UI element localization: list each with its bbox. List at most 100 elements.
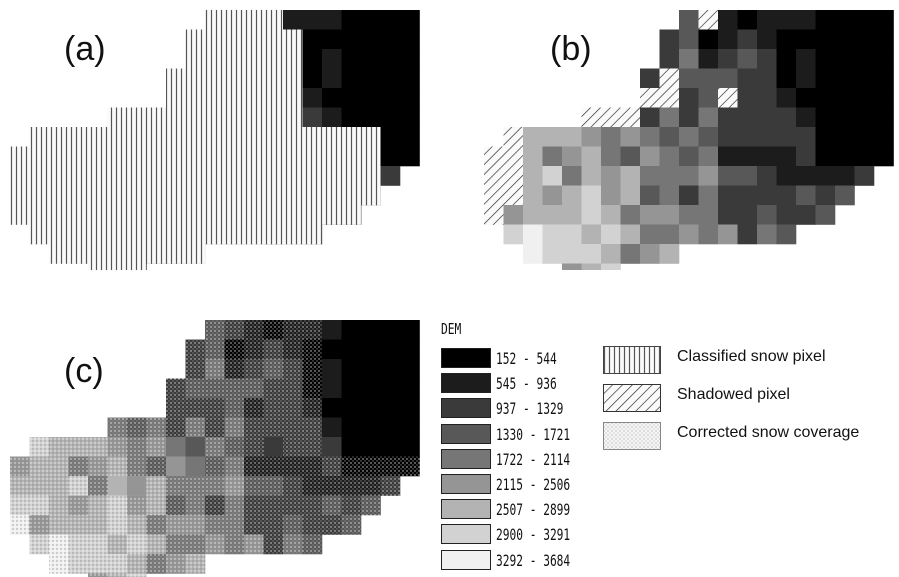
- dem-cell: [854, 49, 875, 69]
- overlay-cell: [88, 437, 108, 457]
- dem-cell: [400, 127, 420, 147]
- overlay-cell: [185, 127, 206, 147]
- overlay-cell: [127, 554, 147, 574]
- overlay-cell: [10, 495, 30, 516]
- overlay-cell: [224, 146, 245, 167]
- overlay-cell: [244, 378, 264, 399]
- dem-swatch: [441, 348, 491, 368]
- dem-cell: [361, 417, 381, 438]
- dem-cell: [815, 185, 836, 206]
- dem-cell: [757, 166, 777, 186]
- overlay-cell: [302, 320, 323, 340]
- dem-cell: [718, 166, 738, 186]
- panel-b-map: (b): [470, 0, 899, 270]
- overlay-cell: [244, 107, 264, 128]
- overlay-cell: [185, 417, 206, 438]
- overlay-cell: [302, 127, 323, 147]
- dem-cell: [659, 205, 680, 225]
- overlay-cell: [263, 534, 284, 555]
- overlay-cell: [205, 88, 225, 108]
- overlay-cell: [322, 166, 342, 186]
- overlay-cell: [484, 146, 504, 167]
- dem-swatch: [441, 448, 491, 469]
- dem-cell: [562, 205, 582, 225]
- dem-cell: [796, 49, 816, 69]
- overlay-cell: [49, 554, 69, 574]
- overlay-cell: [361, 476, 381, 496]
- overlay-cell: [244, 88, 264, 108]
- overlay-cell: [68, 495, 89, 516]
- dem-cell: [815, 107, 836, 128]
- dem-cell: [737, 127, 758, 147]
- overlay-cell: [166, 224, 186, 245]
- overlay-cell: [341, 495, 362, 516]
- overlay-cell: [263, 320, 284, 340]
- dem-cell: [562, 185, 582, 206]
- overlay-cell: [205, 127, 225, 147]
- overlay-cell: [302, 417, 323, 438]
- overlay-cell: [341, 185, 362, 206]
- overlay-cell: [107, 515, 128, 535]
- overlay-cell: [146, 554, 167, 574]
- overlay-cell: [283, 185, 303, 206]
- overlay-cell: [283, 88, 303, 108]
- overlay-cell: [263, 456, 284, 477]
- overlay-cell: [166, 417, 186, 438]
- dem-cell: [322, 10, 342, 30]
- dem-cell: [757, 68, 777, 89]
- overlay-cell: [107, 205, 128, 225]
- overlay-cell: [166, 107, 186, 128]
- dem-cell: [127, 476, 147, 496]
- dem-cell: [601, 185, 621, 206]
- overlay-cell: [68, 146, 89, 167]
- dem-cell: [562, 224, 582, 245]
- dem-cell: [380, 378, 401, 399]
- dem-cell: [302, 29, 323, 50]
- overlay-cell: [283, 49, 303, 69]
- dem-cell: [581, 127, 602, 147]
- overlay-cell: [185, 359, 206, 379]
- overlay-cell: [146, 495, 167, 516]
- overlay-cell: [166, 146, 186, 167]
- dem-class-label: 152 - 544: [496, 349, 557, 368]
- overlay-cell: [361, 127, 381, 147]
- dem-class-label: 2900 - 3291: [496, 525, 571, 545]
- overlay-cell: [107, 166, 128, 186]
- overlay-cell: [244, 437, 264, 457]
- dem-legend: 152 - 544 545 - 936 937 - 1329 1330 - 17…: [441, 346, 601, 573]
- overlay-cell: [10, 166, 30, 186]
- dem-cell: [835, 146, 855, 167]
- overlay-cell: [68, 205, 89, 225]
- overlay-cell: [205, 68, 225, 89]
- dem-cell: [620, 205, 641, 225]
- overlay-cell: [166, 495, 186, 516]
- overlay-cell: [205, 224, 225, 245]
- dem-class-label: 2115 - 2506: [496, 474, 571, 494]
- overlay-cell: [185, 107, 206, 128]
- dem-cell: [698, 224, 719, 245]
- overlay-cell: [49, 185, 69, 206]
- overlay-cell: [302, 378, 323, 399]
- dem-swatch: [441, 398, 491, 419]
- overlay-cell: [224, 49, 245, 69]
- dem-cell: [659, 224, 680, 245]
- overlay-cell: [107, 554, 128, 574]
- overlay-cell: [29, 166, 50, 186]
- overlay-cell: [10, 146, 30, 167]
- overlay-cell: [49, 146, 69, 167]
- dem-cell: [542, 127, 563, 147]
- dem-cell: [302, 10, 323, 30]
- overlay-cell: [263, 398, 284, 418]
- overlay-cell: [244, 205, 264, 225]
- dem-cell: [640, 166, 660, 186]
- dem-cell: [874, 88, 894, 108]
- dem-cell: [679, 146, 699, 167]
- overlay-cell: [224, 320, 245, 340]
- overlay-cell: [263, 515, 284, 535]
- dem-cell: [400, 339, 420, 360]
- overlay-cell: [302, 515, 323, 535]
- overlay-cell: [127, 185, 147, 206]
- overlay-cell: [166, 68, 186, 89]
- overlay-cell: [244, 515, 264, 535]
- dem-cell: [620, 185, 641, 206]
